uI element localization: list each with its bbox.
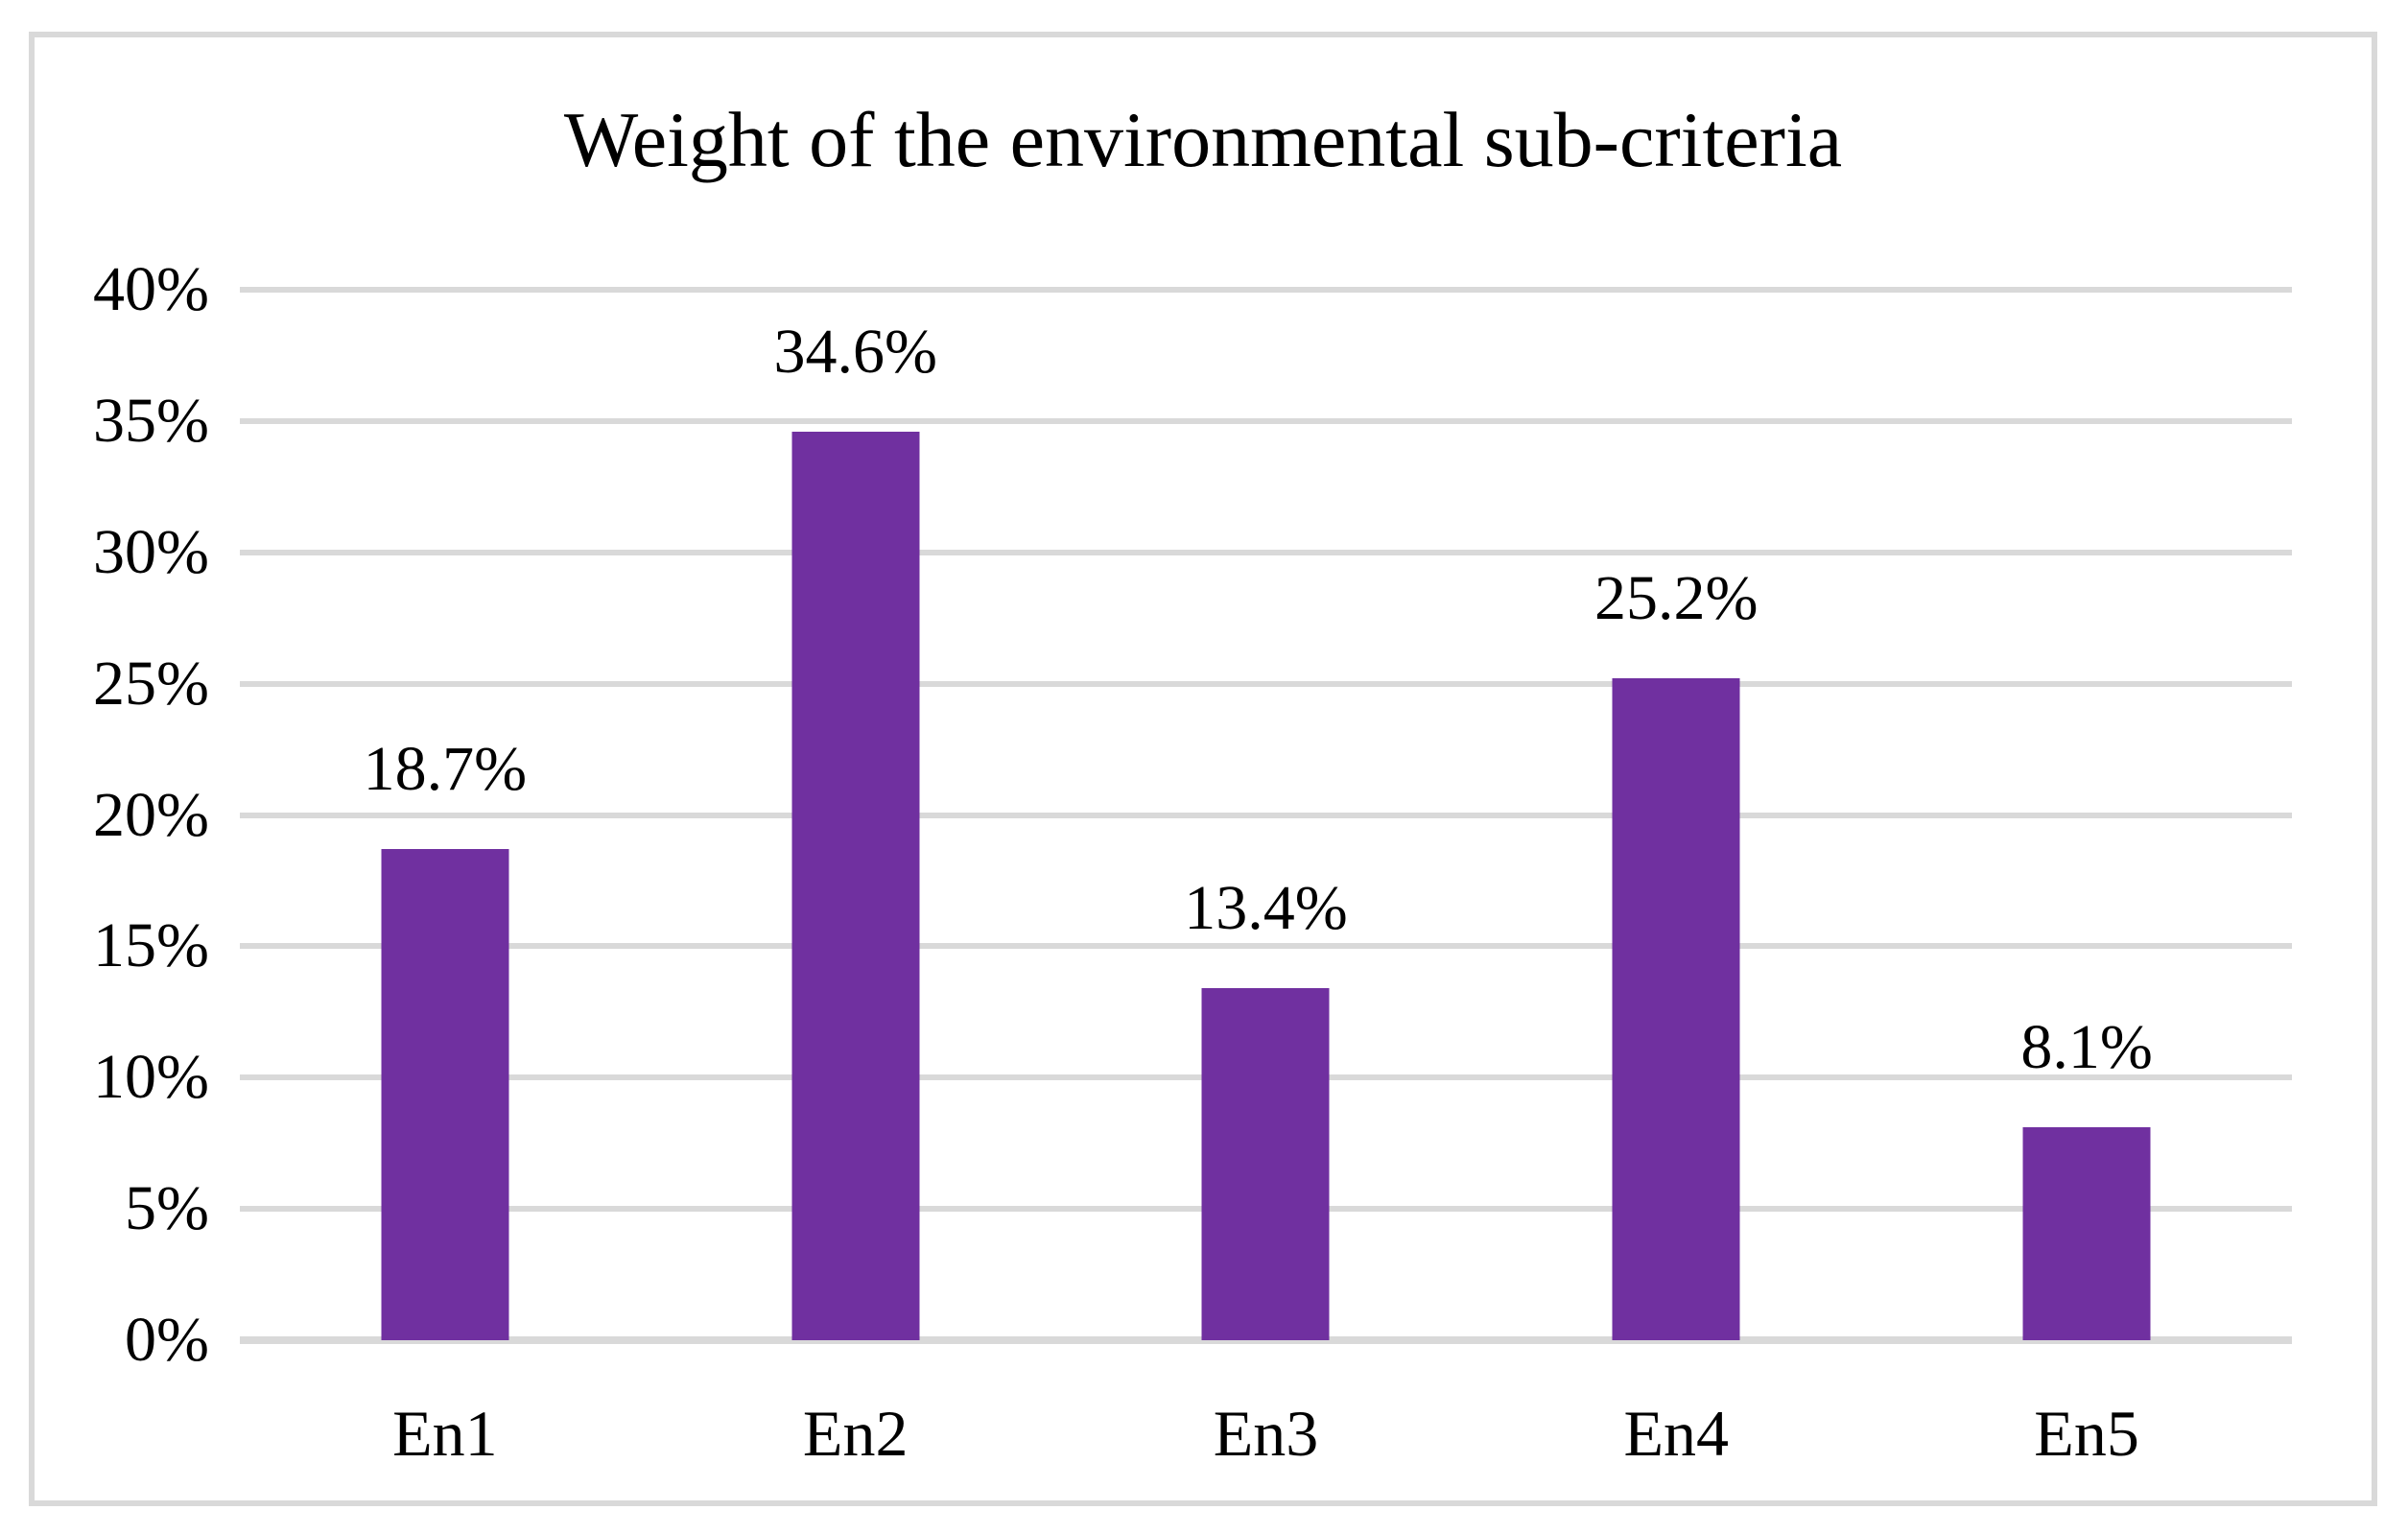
category-slot-En5: 8.1% En5	[1881, 290, 2292, 1470]
category-slot-En3: 13.4% En3	[1061, 290, 1472, 1470]
y-tick-label-40%: 40%	[93, 254, 209, 324]
bar-En4	[1612, 678, 1740, 1340]
data-label-En1: 18.7%	[363, 734, 528, 805]
plot-area: 0% 5% 10% 15% 20% 25% 30% 35% 40% 18.7% En1 34.6% E…	[93, 258, 2292, 1470]
category-slot-En1: 18.7% En1	[240, 290, 650, 1470]
x-tick-label-En1: En1	[392, 1397, 498, 1470]
data-label-En3: 13.4%	[1184, 873, 1348, 944]
chart-title: Weight of the environmental sub-criteria	[563, 96, 1843, 183]
x-tick-label-En4: En4	[1623, 1397, 1730, 1470]
x-tick-label-En5: En5	[2034, 1397, 2139, 1470]
bar-En1	[381, 849, 509, 1340]
chart-frame: Weight of the environmental sub-criteria…	[29, 32, 2377, 1506]
y-tick-label-0%: 0%	[125, 1305, 209, 1375]
gridline-20%	[240, 812, 2292, 818]
gridline-0%	[240, 1336, 2292, 1344]
y-tick-label-35%: 35%	[93, 385, 209, 456]
bar-En2	[791, 431, 920, 1340]
category-slot-En4: 25.2% En4	[1471, 290, 1881, 1470]
y-tick-label-20%: 20%	[93, 779, 209, 850]
y-tick-label-15%: 15%	[93, 910, 209, 981]
gridline-30%	[240, 549, 2292, 555]
y-tick-label-30%: 30%	[93, 516, 209, 587]
gridline-35%	[240, 417, 2292, 424]
category-slot-En2: 34.6% En2	[650, 290, 1061, 1470]
x-tick-label-En3: En3	[1213, 1397, 1319, 1470]
bar-En3	[1201, 988, 1330, 1340]
gridline-25%	[240, 680, 2292, 687]
y-tick-label-10%: 10%	[93, 1042, 209, 1113]
bar-En5	[2022, 1127, 2151, 1340]
gridline-40%	[240, 287, 2292, 293]
data-label-En4: 25.2%	[1594, 563, 1759, 634]
data-label-En2: 34.6%	[773, 316, 937, 387]
y-tick-label-5%: 5%	[125, 1173, 209, 1244]
x-tick-label-En2: En2	[802, 1397, 909, 1470]
data-label-En5: 8.1%	[2020, 1012, 2153, 1083]
gridline-15%	[240, 943, 2292, 950]
y-tick-label-25%: 25%	[93, 648, 209, 719]
